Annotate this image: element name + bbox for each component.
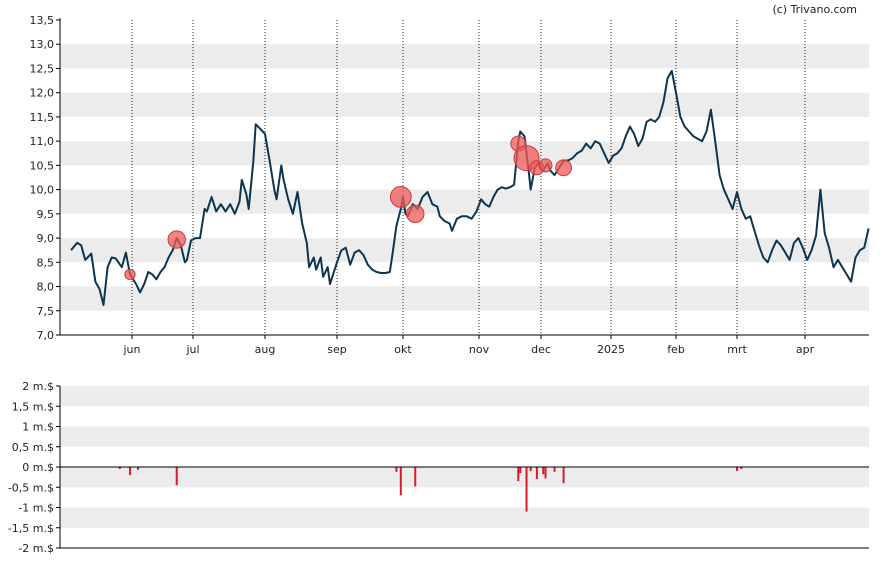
y-tick-label: 12,5 — [30, 62, 55, 75]
grid-band — [60, 44, 869, 69]
insider-trade-marker — [555, 159, 572, 177]
y-tick-label: 13,5 — [30, 14, 55, 27]
grid-band — [60, 238, 869, 263]
x-tick-label: apr — [796, 343, 815, 356]
y-tick-label: -1,5 m.$ — [8, 522, 54, 535]
insider-trade-marker — [167, 230, 186, 249]
y-tick-label: 10,5 — [30, 159, 55, 172]
x-tick-label: sep — [327, 343, 346, 356]
insider-trade-marker — [389, 186, 412, 208]
y-tick-label: -0,5 m.$ — [8, 481, 54, 494]
y-tick-label: 7,5 — [37, 305, 55, 318]
credit-label: (c) Trivano.com — [772, 3, 857, 16]
grid-band — [60, 92, 869, 117]
y-tick-label: -2 m.$ — [18, 542, 54, 555]
x-tick-label: aug — [255, 343, 276, 356]
y-tick-label: 9,5 — [37, 208, 55, 221]
grid-band — [60, 386, 869, 407]
grid-band — [60, 426, 869, 447]
y-tick-label: 9,0 — [37, 232, 55, 245]
grid-band — [60, 141, 869, 166]
y-tick-label: 10,0 — [30, 184, 55, 197]
y-tick-label: 11,5 — [30, 111, 55, 124]
y-tick-label: 7,0 — [37, 329, 55, 342]
y-tick-label: 2 m.$ — [22, 380, 54, 393]
grid-band — [60, 507, 869, 528]
x-tick-label: feb — [667, 343, 685, 356]
grid-band — [60, 189, 869, 214]
insider-trade-marker — [124, 268, 136, 281]
y-tick-label: -1 m.$ — [18, 502, 54, 515]
insider-trade-marker — [538, 158, 553, 173]
y-tick-label: 8,5 — [37, 256, 55, 269]
y-tick-label: 1 m.$ — [22, 421, 54, 434]
insider-trade-marker — [406, 204, 425, 224]
price-panel: 7,0 7,5 8,0 8,5 9,0 9,5 10,0 10,5 11,0 11,5 12,0 12… — [30, 14, 870, 356]
x-tick-label: mrt — [727, 343, 747, 356]
price-line — [70, 69, 870, 306]
y-tick-label: 0,5 m.$ — [12, 441, 54, 454]
y-tick-label: 8,0 — [37, 281, 55, 294]
x-tick-label: jun — [123, 343, 141, 356]
y-tick-label: 12,0 — [30, 87, 55, 100]
y-tick-label: 1,5 m.$ — [12, 400, 54, 413]
x-tick-label: okt — [394, 343, 412, 356]
grid-band — [60, 467, 869, 488]
y-tick-label: 11,0 — [30, 135, 55, 148]
x-tick-label: dec — [531, 343, 551, 356]
x-tick-label: nov — [469, 343, 490, 356]
grid-band — [60, 286, 869, 311]
y-tick-label: 13,0 — [30, 38, 55, 51]
y-tick-label: 0 m.$ — [22, 461, 54, 474]
x-tick-label: 2025 — [597, 343, 625, 356]
x-tick-label: jul — [185, 343, 199, 356]
volume-panel: 2 m.$ 1,5 m.$ 1 m.$ 0,5 m.$ 0 m.$ -0,5 m.$ -1 … — [8, 380, 869, 555]
